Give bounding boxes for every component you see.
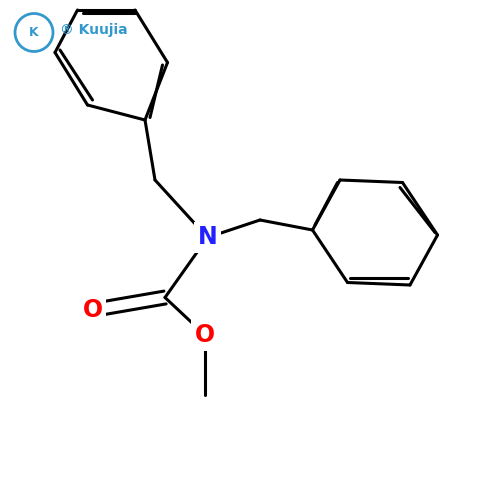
Text: N: N [198,226,218,250]
Text: K: K [29,26,39,39]
Text: O: O [82,298,102,322]
Text: ® Kuujia: ® Kuujia [60,23,128,37]
Text: O: O [195,323,215,347]
